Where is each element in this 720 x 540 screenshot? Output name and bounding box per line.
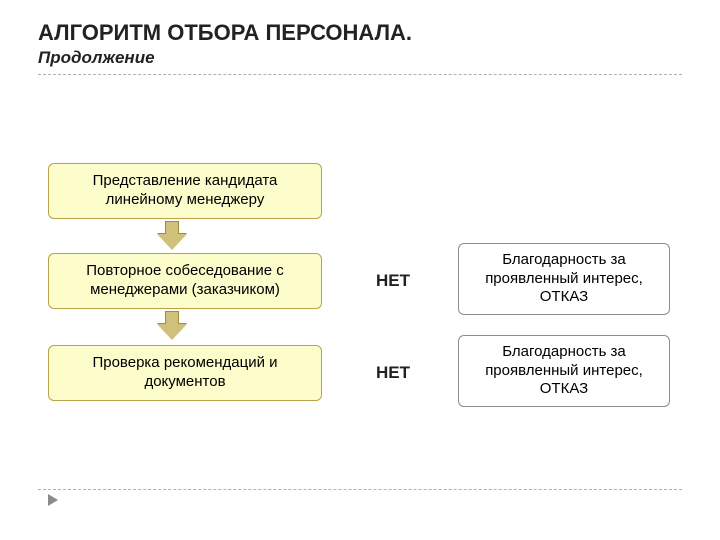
node-check-references: Проверка рекомендаций и документов — [48, 345, 322, 401]
node-reject-2: Благодарность за проявленный интерес, ОТ… — [458, 335, 670, 407]
node-label: Благодарность за проявленный интерес, ОТ… — [469, 343, 659, 399]
flowchart-canvas: Представление кандидата линейному менедж… — [38, 83, 682, 443]
slide-marker-icon — [48, 494, 58, 506]
label-no-2: НЕТ — [368, 363, 418, 383]
node-label: Проверка рекомендаций и документов — [59, 354, 311, 392]
node-label: Представление кандидата линейному менедж… — [59, 172, 311, 210]
node-present-candidate: Представление кандидата линейному менедж… — [48, 163, 322, 219]
node-label: Благодарность за проявленный интерес, ОТ… — [469, 251, 659, 307]
node-repeat-interview: Повторное собеседование с менеджерами (з… — [48, 253, 322, 309]
header-divider — [38, 74, 682, 75]
node-label: Повторное собеседование с менеджерами (з… — [59, 262, 311, 300]
label-no-1: НЕТ — [368, 271, 418, 291]
page-subtitle: Продолжение — [38, 48, 682, 68]
node-reject-1: Благодарность за проявленный интерес, ОТ… — [458, 243, 670, 315]
page-title: АЛГОРИТМ ОТБОРА ПЕРСОНАЛА. — [38, 20, 682, 46]
footer-divider — [38, 489, 682, 490]
